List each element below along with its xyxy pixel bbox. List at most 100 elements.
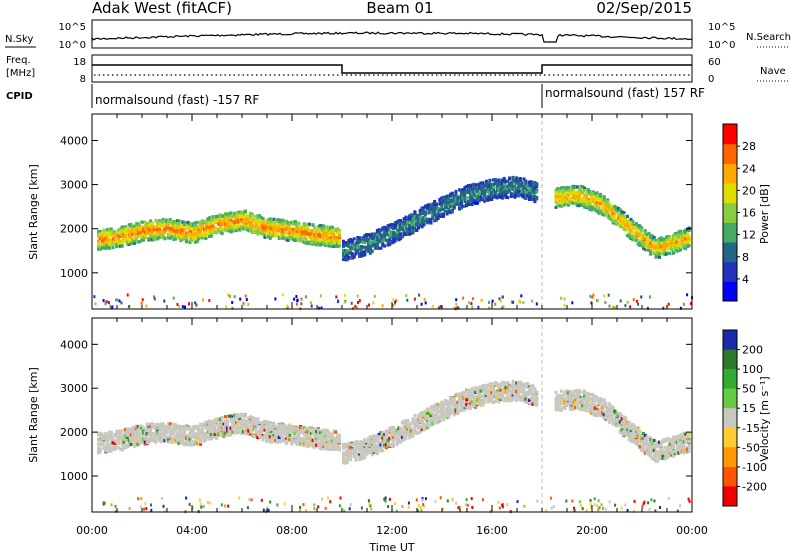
echo-cell <box>440 203 444 207</box>
clutter-cell <box>679 306 682 310</box>
echo-cell <box>133 241 137 245</box>
clutter-cell <box>420 302 423 306</box>
echo-cell <box>454 199 458 203</box>
echo-cell <box>415 213 419 217</box>
echo-cell <box>330 439 334 443</box>
echo-cell <box>247 227 251 231</box>
echo-cell <box>184 240 188 244</box>
echo-cell <box>238 420 242 424</box>
echo-cell <box>622 216 626 220</box>
clutter-cell <box>145 304 148 308</box>
echo-cell <box>356 241 360 245</box>
echo-cell <box>449 210 453 215</box>
echo-cell <box>495 184 499 189</box>
echo-cell <box>272 233 276 237</box>
echo-cell <box>188 227 192 231</box>
echo-cell <box>306 225 310 229</box>
echo-cell <box>229 225 233 229</box>
echo-cell <box>631 226 635 230</box>
echo-cell <box>195 233 199 238</box>
echo-cell <box>300 239 304 243</box>
echo-cell <box>535 185 539 189</box>
echo-cell <box>217 228 220 232</box>
echo-cell <box>199 220 203 224</box>
echo-cell <box>388 242 392 246</box>
clutter-cell <box>295 295 298 298</box>
echo-cell <box>395 235 399 239</box>
echo-cell <box>492 188 495 192</box>
echo-cell <box>168 236 172 240</box>
echo-cell <box>497 178 501 182</box>
echo-cell <box>465 189 469 193</box>
echo-cell <box>154 234 158 238</box>
echo-cell <box>279 224 283 228</box>
echo-cell <box>118 239 122 243</box>
echo-cell <box>200 219 204 223</box>
echo-cell <box>411 231 415 235</box>
echo-cell <box>115 446 119 450</box>
echo-cell <box>682 244 686 248</box>
echo-cell <box>97 442 100 446</box>
echo-cell <box>97 231 100 235</box>
echo-cell <box>113 235 117 239</box>
clutter-cell <box>455 298 458 302</box>
clutter-cell <box>104 302 107 306</box>
echo-cell <box>343 249 347 253</box>
echo-cell <box>172 423 176 427</box>
echo-cell <box>115 440 119 444</box>
nsearch-label: N.Search <box>746 32 791 43</box>
echo-cell <box>129 224 133 229</box>
echo-cell <box>322 238 326 242</box>
echo-cell <box>356 238 360 242</box>
echo-cell <box>281 428 285 432</box>
echo-cell <box>229 217 233 221</box>
echo-cell <box>431 202 435 206</box>
echo-cell <box>359 454 363 458</box>
echo-cell <box>270 421 274 425</box>
echo-cell <box>318 224 322 228</box>
echo-cell <box>679 243 682 247</box>
echo-cell <box>270 427 274 431</box>
echo-cell <box>654 254 658 258</box>
echo-cell <box>222 219 226 223</box>
echo-cell <box>311 231 315 235</box>
echo-cell <box>458 206 462 210</box>
echo-cell <box>168 426 172 430</box>
echo-cell <box>224 222 228 226</box>
echo-cell <box>377 228 381 232</box>
echo-cell <box>559 204 563 208</box>
echo-cell <box>463 204 467 208</box>
echo-cell <box>165 438 169 442</box>
echo-cell <box>272 222 276 226</box>
echo-cell <box>195 426 199 430</box>
echo-cell <box>100 242 104 247</box>
echo-cell <box>206 225 210 229</box>
echo-cell <box>438 202 442 206</box>
echo-cell <box>659 240 663 244</box>
echo-cell <box>181 434 185 439</box>
echo-cell <box>149 437 153 441</box>
echo-cell <box>399 232 403 236</box>
echo-cell <box>663 240 667 245</box>
echo-cell <box>315 441 319 445</box>
echo-cell <box>358 253 362 257</box>
echo-cell <box>422 220 426 224</box>
echo-cell <box>134 233 138 237</box>
echo-cell <box>336 231 339 235</box>
echo-cell <box>161 436 165 440</box>
echo-cell <box>584 199 588 203</box>
echo-cell <box>634 226 638 230</box>
echo-cell <box>656 241 660 245</box>
echo-cell <box>309 432 313 436</box>
clutter-cell <box>591 295 594 299</box>
echo-cell <box>443 200 447 204</box>
echo-cell <box>186 438 190 443</box>
echo-cell <box>131 232 135 236</box>
clutter-cell <box>500 299 502 303</box>
echo-cell <box>206 424 210 428</box>
echo-cell <box>145 223 149 227</box>
echo-cell <box>468 183 472 188</box>
echo-cell <box>315 243 319 247</box>
echo-cell <box>461 194 465 198</box>
echo-cell <box>684 234 688 238</box>
